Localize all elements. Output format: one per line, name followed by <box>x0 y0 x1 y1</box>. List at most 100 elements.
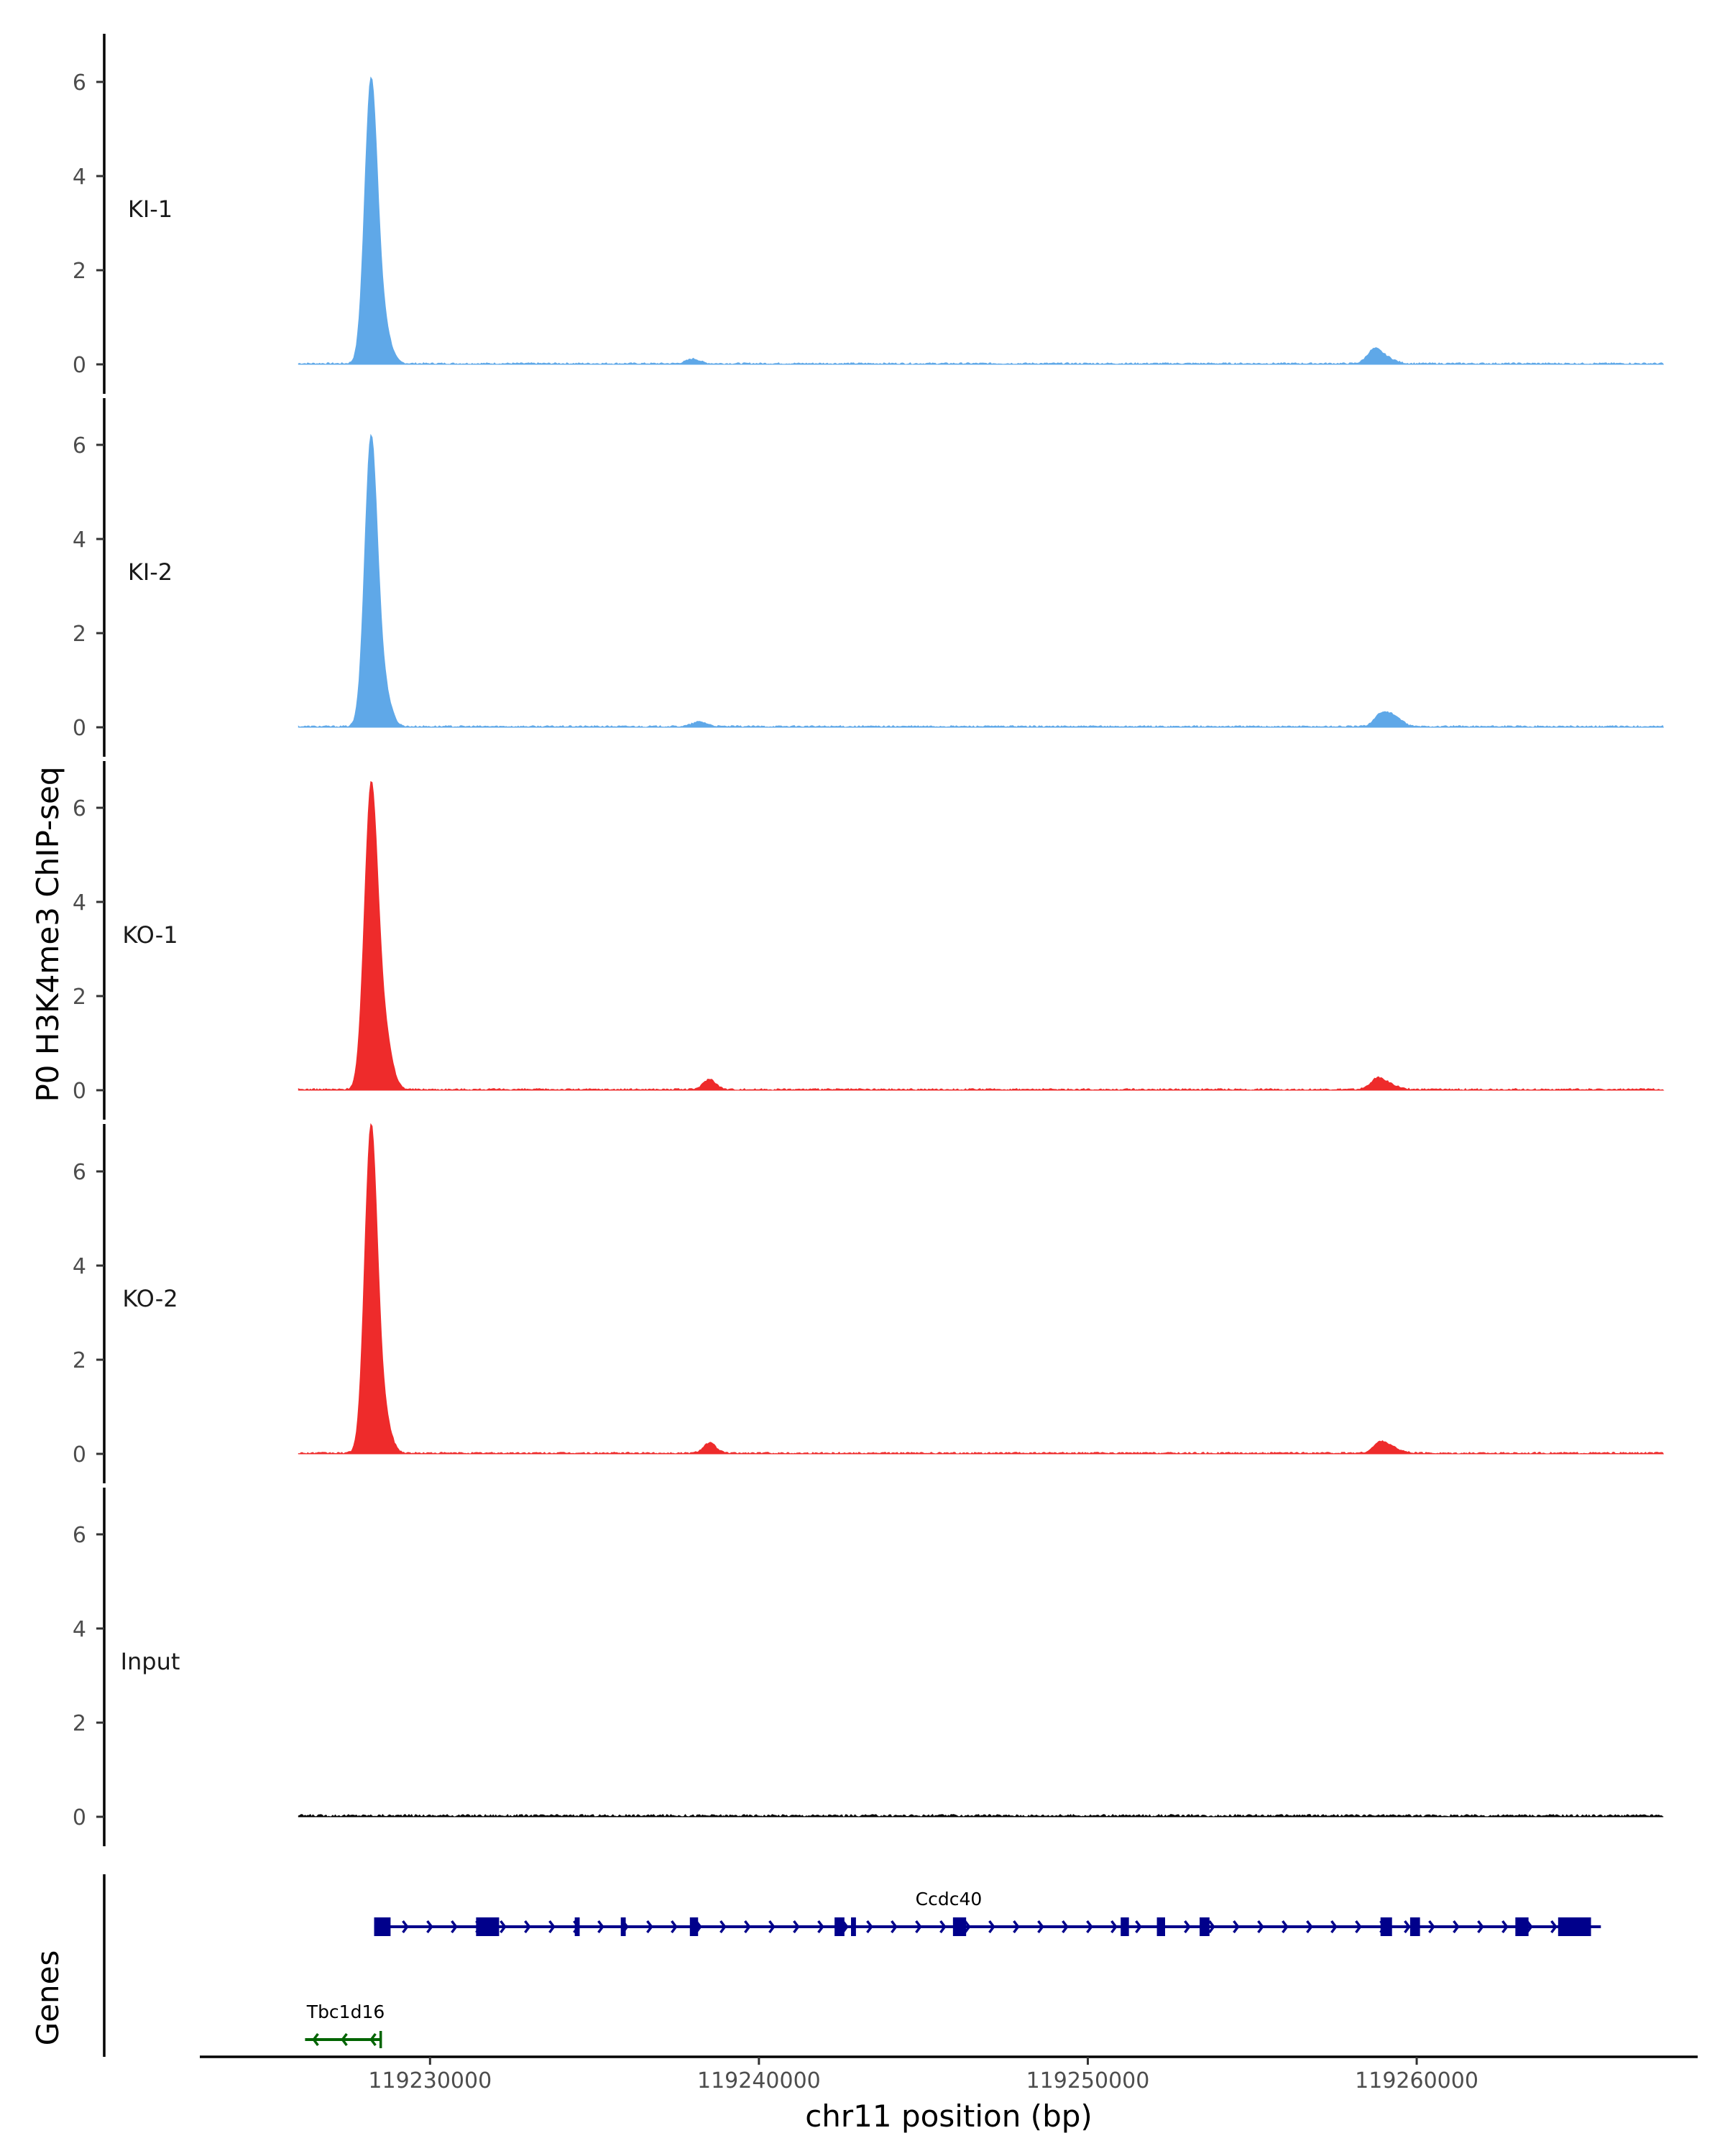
strand-arrow <box>524 1920 531 1934</box>
gene-annotation-panel: Ccdc40 Tbc1d16 <box>103 1874 1601 2057</box>
y-tick-label: 0 <box>73 1805 86 1830</box>
y-tick-label: 2 <box>73 985 86 1010</box>
strand-arrow <box>1355 1920 1362 1934</box>
track-input: 0 2 4 6 Input <box>73 1488 1664 1846</box>
strand-arrow <box>866 1920 873 1934</box>
strand-arrow <box>793 1920 800 1934</box>
strand-arrow <box>1282 1920 1289 1934</box>
signal-area <box>298 433 1664 728</box>
strand-arrow <box>1013 1920 1020 1934</box>
strand-arrow <box>1477 1920 1484 1934</box>
x-tick-label: 119260000 <box>1355 2068 1478 2093</box>
strand-arrow <box>451 1920 458 1934</box>
x-tick-label: 119240000 <box>697 2068 821 2093</box>
y-tick-label: 6 <box>73 1160 86 1185</box>
strand-arrow <box>1110 1920 1118 1934</box>
gene-name-label: Tbc1d16 <box>306 2001 385 2022</box>
exon <box>834 1917 845 1936</box>
track-label: Input <box>121 1648 180 1675</box>
y-tick-label: 4 <box>73 165 86 190</box>
exon <box>476 1917 500 1936</box>
track-ki-1: 0 2 4 6 KI-1 <box>73 34 1665 394</box>
strand-arrow <box>1404 1920 1411 1934</box>
strand-arrow <box>1550 1920 1558 1934</box>
exon <box>1156 1917 1166 1936</box>
strand-arrow <box>1428 1920 1435 1934</box>
strand-arrow <box>939 1920 947 1934</box>
strand-arrow <box>891 1920 898 1934</box>
x-tick-label: 119250000 <box>1026 2068 1150 2093</box>
exon <box>374 1917 391 1936</box>
y-tick-label: 0 <box>73 716 86 741</box>
y-tick-label: 2 <box>73 259 86 284</box>
exon <box>574 1917 580 1936</box>
track-ko-2: 0 2 4 6 KO-2 <box>73 1123 1665 1483</box>
strand-arrow <box>1501 1920 1509 1934</box>
gene-name-label: Ccdc40 <box>916 1889 983 1909</box>
exon <box>1121 1917 1129 1936</box>
x-axis-title: chr11 position (bp) <box>805 2099 1092 2134</box>
y-axis-title: P0 H3K4me3 ChIP-seq <box>30 766 65 1102</box>
y-tick-label: 6 <box>73 433 86 459</box>
strand-arrow <box>744 1920 751 1934</box>
x-axis: 119230000 119240000 119250000 119260000 <box>200 2055 1698 2093</box>
strand-arrow <box>1208 1920 1215 1934</box>
strand-arrow <box>964 1920 971 1934</box>
y-tick-label: 4 <box>73 1617 86 1642</box>
strand-arrow <box>369 2032 377 2047</box>
exon <box>1200 1917 1210 1936</box>
strand-arrow <box>1233 1920 1240 1934</box>
gene-tbc1d16: Tbc1d16 <box>305 2001 385 2048</box>
signal-area <box>298 1123 1665 1455</box>
strand-arrow <box>988 1920 995 1934</box>
strand-arrow <box>548 1920 556 1934</box>
strand-arrow <box>719 1920 727 1934</box>
y-tick-label: 0 <box>73 1442 86 1468</box>
y-tick-label: 2 <box>73 1711 86 1736</box>
strand-arrow <box>312 2032 319 2047</box>
strand-arrow <box>500 1920 507 1934</box>
exon <box>952 1917 967 1936</box>
genes-axis-title: Genes <box>30 1950 65 2046</box>
y-tick-label: 4 <box>73 890 86 916</box>
track-label: KO-2 <box>122 1285 178 1312</box>
exon <box>851 1917 856 1936</box>
strand-arrow <box>1086 1920 1093 1934</box>
strand-arrow <box>1257 1920 1264 1934</box>
y-tick-label: 0 <box>73 1079 86 1104</box>
strand-arrow <box>646 1920 653 1934</box>
exon <box>689 1917 699 1936</box>
y-tick-label: 4 <box>73 528 86 553</box>
track-label: KO-1 <box>122 921 178 949</box>
track-ki-2: 0 2 4 6 KI-2 <box>73 398 1664 757</box>
y-tick-label: 6 <box>73 70 86 96</box>
y-tick-label: 4 <box>73 1254 86 1279</box>
exon <box>620 1917 626 1936</box>
strand-arrow <box>1184 1920 1191 1934</box>
track-label: KI-1 <box>128 195 172 223</box>
strand-arrow <box>1306 1920 1313 1934</box>
strand-arrow <box>768 1920 776 1934</box>
strand-arrow <box>1037 1920 1044 1934</box>
track-label: KI-2 <box>128 558 172 586</box>
exon <box>1558 1917 1591 1936</box>
y-tick-label: 2 <box>73 622 86 647</box>
exon <box>1409 1917 1420 1936</box>
exon <box>1380 1917 1392 1936</box>
track-ko-1: 0 2 4 6 KO-1 <box>73 761 1665 1120</box>
x-tick-label: 119230000 <box>368 2068 492 2093</box>
exon <box>1515 1917 1529 1936</box>
strand-arrow <box>1062 1920 1069 1934</box>
strand-arrow <box>426 1920 433 1934</box>
strand-arrow <box>671 1920 678 1934</box>
strand-arrow <box>597 1920 604 1934</box>
y-tick-label: 6 <box>73 1523 86 1548</box>
strand-arrow <box>402 1920 409 1934</box>
y-tick-label: 6 <box>73 796 86 821</box>
signal-area <box>298 780 1665 1091</box>
signal-tracks: 0 2 4 6 KI-1 0 2 4 6 KI-2 0 2 4 6 KO-1 0 2 4 6 KO-2 0 2 4 6 Inpu… <box>73 34 1665 1846</box>
strand-arrow <box>915 1920 922 1934</box>
strand-arrow <box>817 1920 824 1934</box>
strand-arrow <box>1330 1920 1338 1934</box>
